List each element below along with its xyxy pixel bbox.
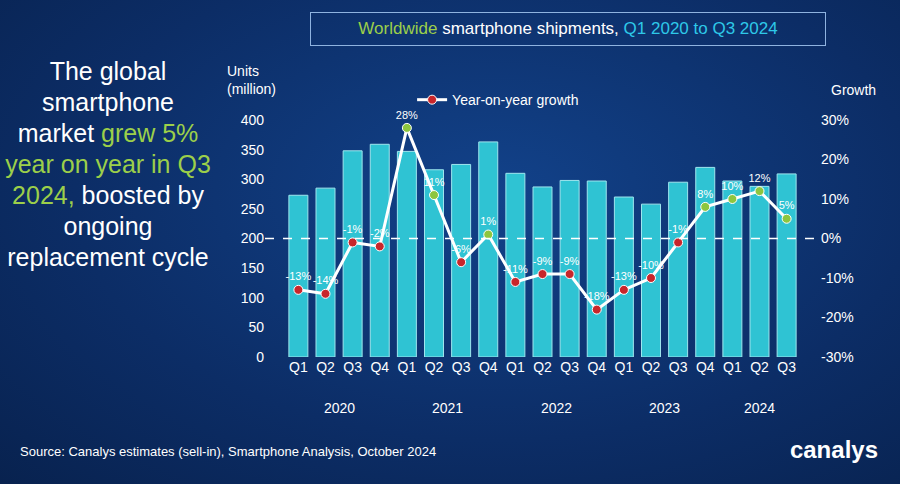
svg-text:Q4: Q4 [479,359,498,375]
svg-text:2021: 2021 [432,400,463,416]
svg-text:Q3: Q3 [669,359,688,375]
svg-text:30%: 30% [821,112,849,128]
svg-text:0%: 0% [821,230,841,246]
svg-text:2020: 2020 [324,400,355,416]
svg-text:Year-on-year growth: Year-on-year growth [452,92,578,108]
svg-text:400: 400 [241,112,265,128]
svg-text:Q4: Q4 [587,359,606,375]
svg-text:-10%: -10% [821,270,854,286]
svg-text:-9%: -9% [560,255,580,267]
svg-text:Growth: Growth [831,82,876,98]
svg-text:Q2: Q2 [425,359,444,375]
html-text:canalys: canalys [789,436,878,463]
svg-text:300: 300 [241,171,265,187]
svg-text:150: 150 [241,260,265,276]
svg-text:Q2: Q2 [316,359,335,375]
svg-text:1%: 1% [480,215,496,227]
svg-text:Q3: Q3 [452,359,471,375]
svg-text:10%: 10% [821,191,849,207]
html-text:The global smartphone market g: The global smartphone market grew 5% yea… [5,57,211,271]
svg-text:-18%: -18% [584,290,610,302]
svg-text:20%: 20% [821,151,849,167]
svg-text:Units(million): Units(million) [227,63,276,97]
svg-text:28%: 28% [396,109,418,121]
svg-text:-6%: -6% [451,243,471,255]
svg-text:12%: 12% [748,172,770,184]
svg-text:Q2: Q2 [533,359,552,375]
svg-text:Q1: Q1 [615,359,634,375]
svg-text:-30%: -30% [821,349,854,365]
svg-text:250: 250 [241,201,265,217]
svg-text:2022: 2022 [541,400,572,416]
svg-text:-20%: -20% [821,309,854,325]
svg-text:-1%: -1% [668,223,688,235]
svg-text:10%: 10% [721,180,743,192]
svg-text:Q3: Q3 [777,359,796,375]
svg-text:100: 100 [241,290,265,306]
svg-text:Q2: Q2 [642,359,661,375]
html-text:Worldwide smartphone shipments: Worldwide smartphone shipments, Q1 2020 … [358,19,778,38]
svg-text:2024: 2024 [744,400,775,416]
svg-text:-14%: -14% [313,274,339,286]
svg-text:11%: 11% [423,176,444,188]
svg-text:-1%: -1% [343,223,363,235]
html-text:Source: Canalys estimates (sel: Source: Canalys estimates (sell-in), Sma… [20,444,437,459]
svg-text:-13%: -13% [611,270,637,282]
svg-text:Q1: Q1 [398,359,417,375]
svg-text:Q1: Q1 [506,359,525,375]
svg-text:Q3: Q3 [560,359,579,375]
svg-text:-9%: -9% [533,255,553,267]
svg-text:-10%: -10% [638,259,664,271]
svg-text:5%: 5% [779,199,795,211]
svg-text:-13%: -13% [286,270,312,282]
svg-text:Q4: Q4 [696,359,715,375]
svg-text:50: 50 [248,319,264,335]
svg-text:8%: 8% [697,188,713,200]
svg-text:Q3: Q3 [343,359,362,375]
svg-text:0: 0 [256,349,264,365]
svg-text:Q1: Q1 [289,359,308,375]
svg-text:Q4: Q4 [370,359,389,375]
svg-text:-11%: -11% [503,263,528,275]
svg-text:Q1: Q1 [723,359,742,375]
svg-text:350: 350 [241,142,265,158]
svg-text:2023: 2023 [649,400,680,416]
svg-text:Q2: Q2 [750,359,769,375]
svg-text:200: 200 [241,230,265,246]
svg-text:-2%: -2% [370,227,390,239]
